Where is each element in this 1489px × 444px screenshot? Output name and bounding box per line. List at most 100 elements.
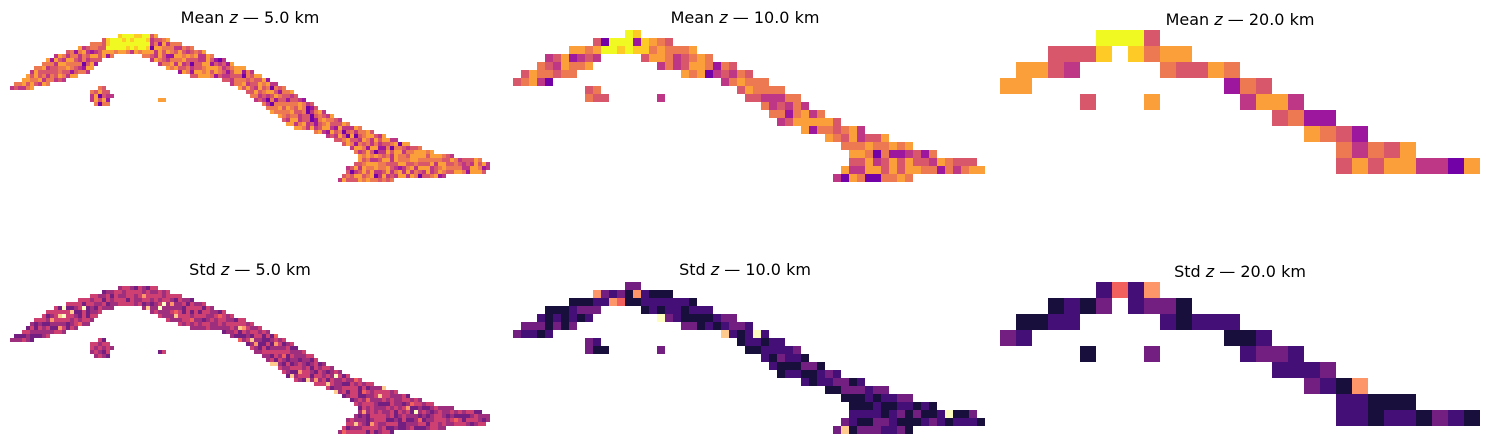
heatmap-cell [138, 298, 142, 302]
heatmap-cell [378, 398, 382, 402]
heatmap-cell [406, 146, 410, 150]
heatmap-cell [154, 286, 158, 290]
heatmap-cell [258, 86, 262, 90]
heatmap-cell [290, 98, 294, 102]
heatmap-cell [322, 110, 326, 114]
heatmap-cell [130, 298, 134, 302]
heatmap-cell [961, 166, 969, 174]
heatmap-cell [354, 166, 358, 170]
heatmap-cell [222, 322, 226, 326]
heatmap-cell [306, 362, 310, 366]
heatmap-cell [857, 378, 865, 386]
heatmap-cell [274, 342, 278, 346]
heatmap-cell [238, 338, 242, 342]
heatmap-cell [270, 338, 274, 342]
heatmap-cell [362, 146, 366, 150]
heatmap-cell [382, 134, 386, 138]
heatmap-cell [222, 78, 226, 82]
heatmap-cell [54, 54, 58, 58]
heatmap-cell [42, 82, 46, 86]
heatmap-cell [106, 298, 110, 302]
heatmap-cell [106, 342, 110, 346]
heatmap-cell [697, 314, 705, 322]
heatmap-cell [298, 118, 302, 122]
heatmap-cell [849, 394, 857, 402]
heatmap-cell [50, 318, 54, 322]
heatmap-cell [210, 318, 214, 322]
heatmap-cell [34, 330, 38, 334]
heatmap-cell [398, 422, 402, 426]
heatmap-cell [210, 58, 214, 62]
heatmap-cell [1224, 78, 1240, 94]
heatmap-cell [230, 82, 234, 86]
heatmap-cell [62, 310, 66, 314]
heatmap-cell [242, 338, 246, 342]
heatmap-cell [346, 378, 350, 382]
heatmap-cell [705, 314, 713, 322]
heatmap-cell [753, 346, 761, 354]
heatmap-cell [70, 302, 74, 306]
heatmap-cell [398, 146, 402, 150]
heatmap-cell [194, 70, 198, 74]
heatmap-cell [298, 114, 302, 118]
heatmap-cell [402, 406, 406, 410]
heatmap-cell [953, 410, 961, 418]
heatmap-cell [474, 162, 478, 166]
heatmap-cell [330, 118, 334, 122]
heatmap-cell [266, 350, 270, 354]
heatmap-cell [1048, 62, 1064, 78]
heatmap-cell [881, 402, 889, 410]
heatmap-cell [102, 306, 106, 310]
heatmap-cell [110, 50, 114, 54]
heatmap-cell [785, 118, 793, 126]
heatmap-cell [545, 70, 553, 78]
heatmap-cell [841, 142, 849, 150]
heatmap-cell [394, 138, 398, 142]
heatmap-cell [402, 146, 406, 150]
heatmap-cell [921, 410, 929, 418]
heatmap-cell [585, 94, 593, 102]
heatmap-cell [322, 366, 326, 370]
heatmap-cell [338, 430, 342, 434]
heatmap-cell [226, 74, 230, 78]
heatmap-cell [250, 334, 254, 338]
heatmap-cell [450, 410, 454, 414]
heatmap-cell [294, 114, 298, 118]
heatmap-cell [214, 326, 218, 330]
heatmap-cell [286, 98, 290, 102]
heatmap-cell [166, 290, 170, 294]
heatmap-cell [1240, 94, 1256, 110]
heatmap-cell [254, 346, 258, 350]
heatmap-cell [34, 82, 38, 86]
heatmap-cell [577, 314, 585, 322]
heatmap-cell [150, 302, 154, 306]
heatmap-cell [382, 430, 386, 434]
heatmap-cell [1384, 142, 1400, 158]
heatmap-cell [833, 126, 841, 134]
heatmap-cell [1368, 410, 1384, 426]
heatmap-cell [150, 54, 154, 58]
heatmap-cell [86, 302, 90, 306]
heatmap-cell [66, 318, 70, 322]
heatmap-cell [314, 366, 318, 370]
heatmap-cell [753, 78, 761, 86]
heatmap-cell [354, 150, 358, 154]
heatmap-cell [98, 98, 102, 102]
heatmap-cell [122, 286, 126, 290]
heatmap-cell [386, 174, 390, 178]
heatmap-cell [298, 106, 302, 110]
heatmap-cell [310, 358, 314, 362]
heatmap-cell [342, 390, 346, 394]
heatmap-cell [849, 166, 857, 174]
heatmap-cell [969, 418, 977, 426]
heatmap-cell [174, 46, 178, 50]
heatmap-cell [302, 354, 306, 358]
heatmap-cell [70, 50, 74, 54]
heatmap-cell [370, 130, 374, 134]
heatmap-cell [74, 322, 78, 326]
heatmap-cell [342, 130, 346, 134]
heatmap-cell [206, 322, 210, 326]
heatmap-cell [334, 382, 338, 386]
heatmap-cell [913, 158, 921, 166]
heatmap-cell [90, 350, 94, 354]
